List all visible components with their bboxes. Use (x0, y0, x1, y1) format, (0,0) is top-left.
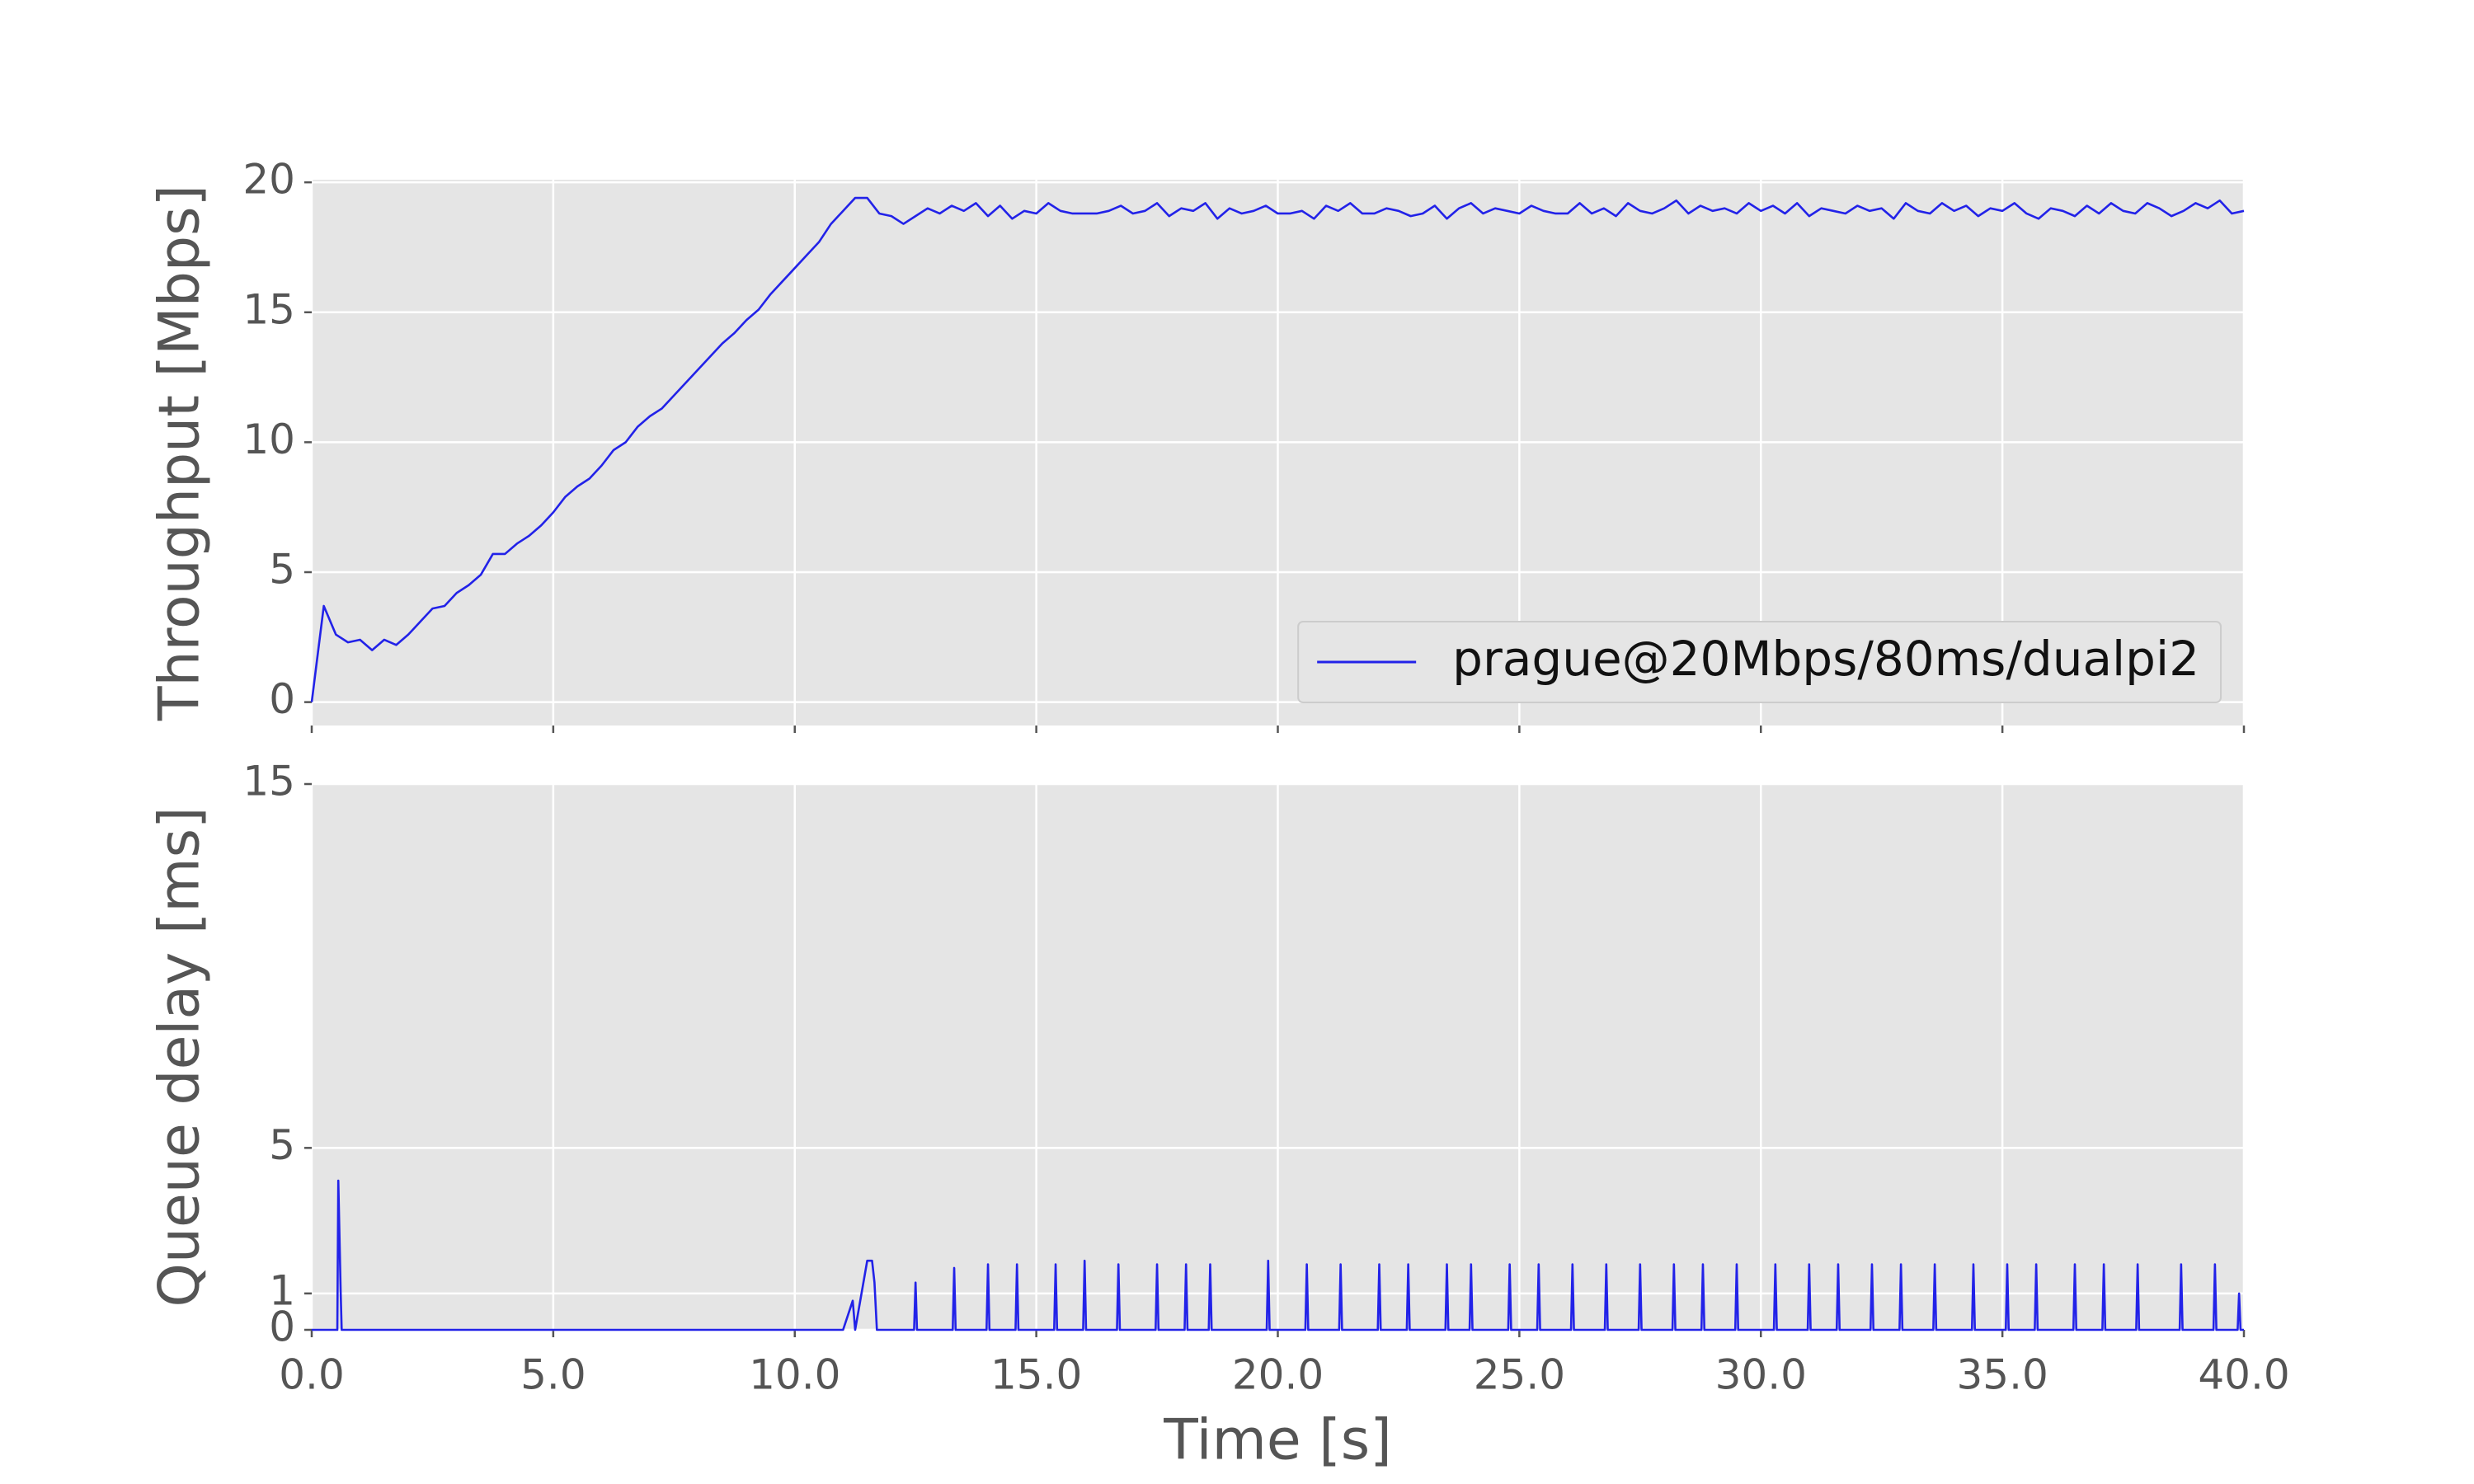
x-tick-label: 0.0 (279, 1351, 345, 1399)
x-tick-label: 10.0 (749, 1351, 840, 1399)
y-tick-label: 5 (269, 546, 295, 594)
legend-box (1297, 621, 2222, 703)
x-tick-label: 30.0 (1715, 1351, 1807, 1399)
x-tick-label: 40.0 (2198, 1351, 2289, 1399)
y-axis-label: Queue delay [ms] (148, 806, 213, 1307)
x-tick-label: 15.0 (990, 1351, 1082, 1399)
y-tick-label: 15 (242, 758, 295, 805)
x-tick-label: 5.0 (520, 1351, 586, 1399)
x-tick-label: 25.0 (1474, 1351, 1565, 1399)
y-tick-label: 5 (269, 1121, 295, 1169)
y-tick-label: 0 (269, 1303, 295, 1351)
y-tick-label: 20 (242, 156, 295, 204)
x-axis-label: Time [s] (1163, 1408, 1392, 1473)
legend-label: prague@20Mbps/80ms/dualpi2 (1452, 631, 2199, 687)
data-line (310, 196, 2245, 702)
x-tick-label: 35.0 (1956, 1351, 2048, 1399)
data-line (312, 1179, 2244, 1331)
y-tick-label: 10 (242, 416, 295, 463)
y-tick-label: 1 (269, 1266, 295, 1314)
y-axis-label: Throughput [Mbps] (148, 185, 213, 721)
y-tick-label: 0 (269, 675, 295, 723)
x-tick-label: 20.0 (1232, 1351, 1324, 1399)
y-tick-label: 15 (242, 285, 295, 333)
